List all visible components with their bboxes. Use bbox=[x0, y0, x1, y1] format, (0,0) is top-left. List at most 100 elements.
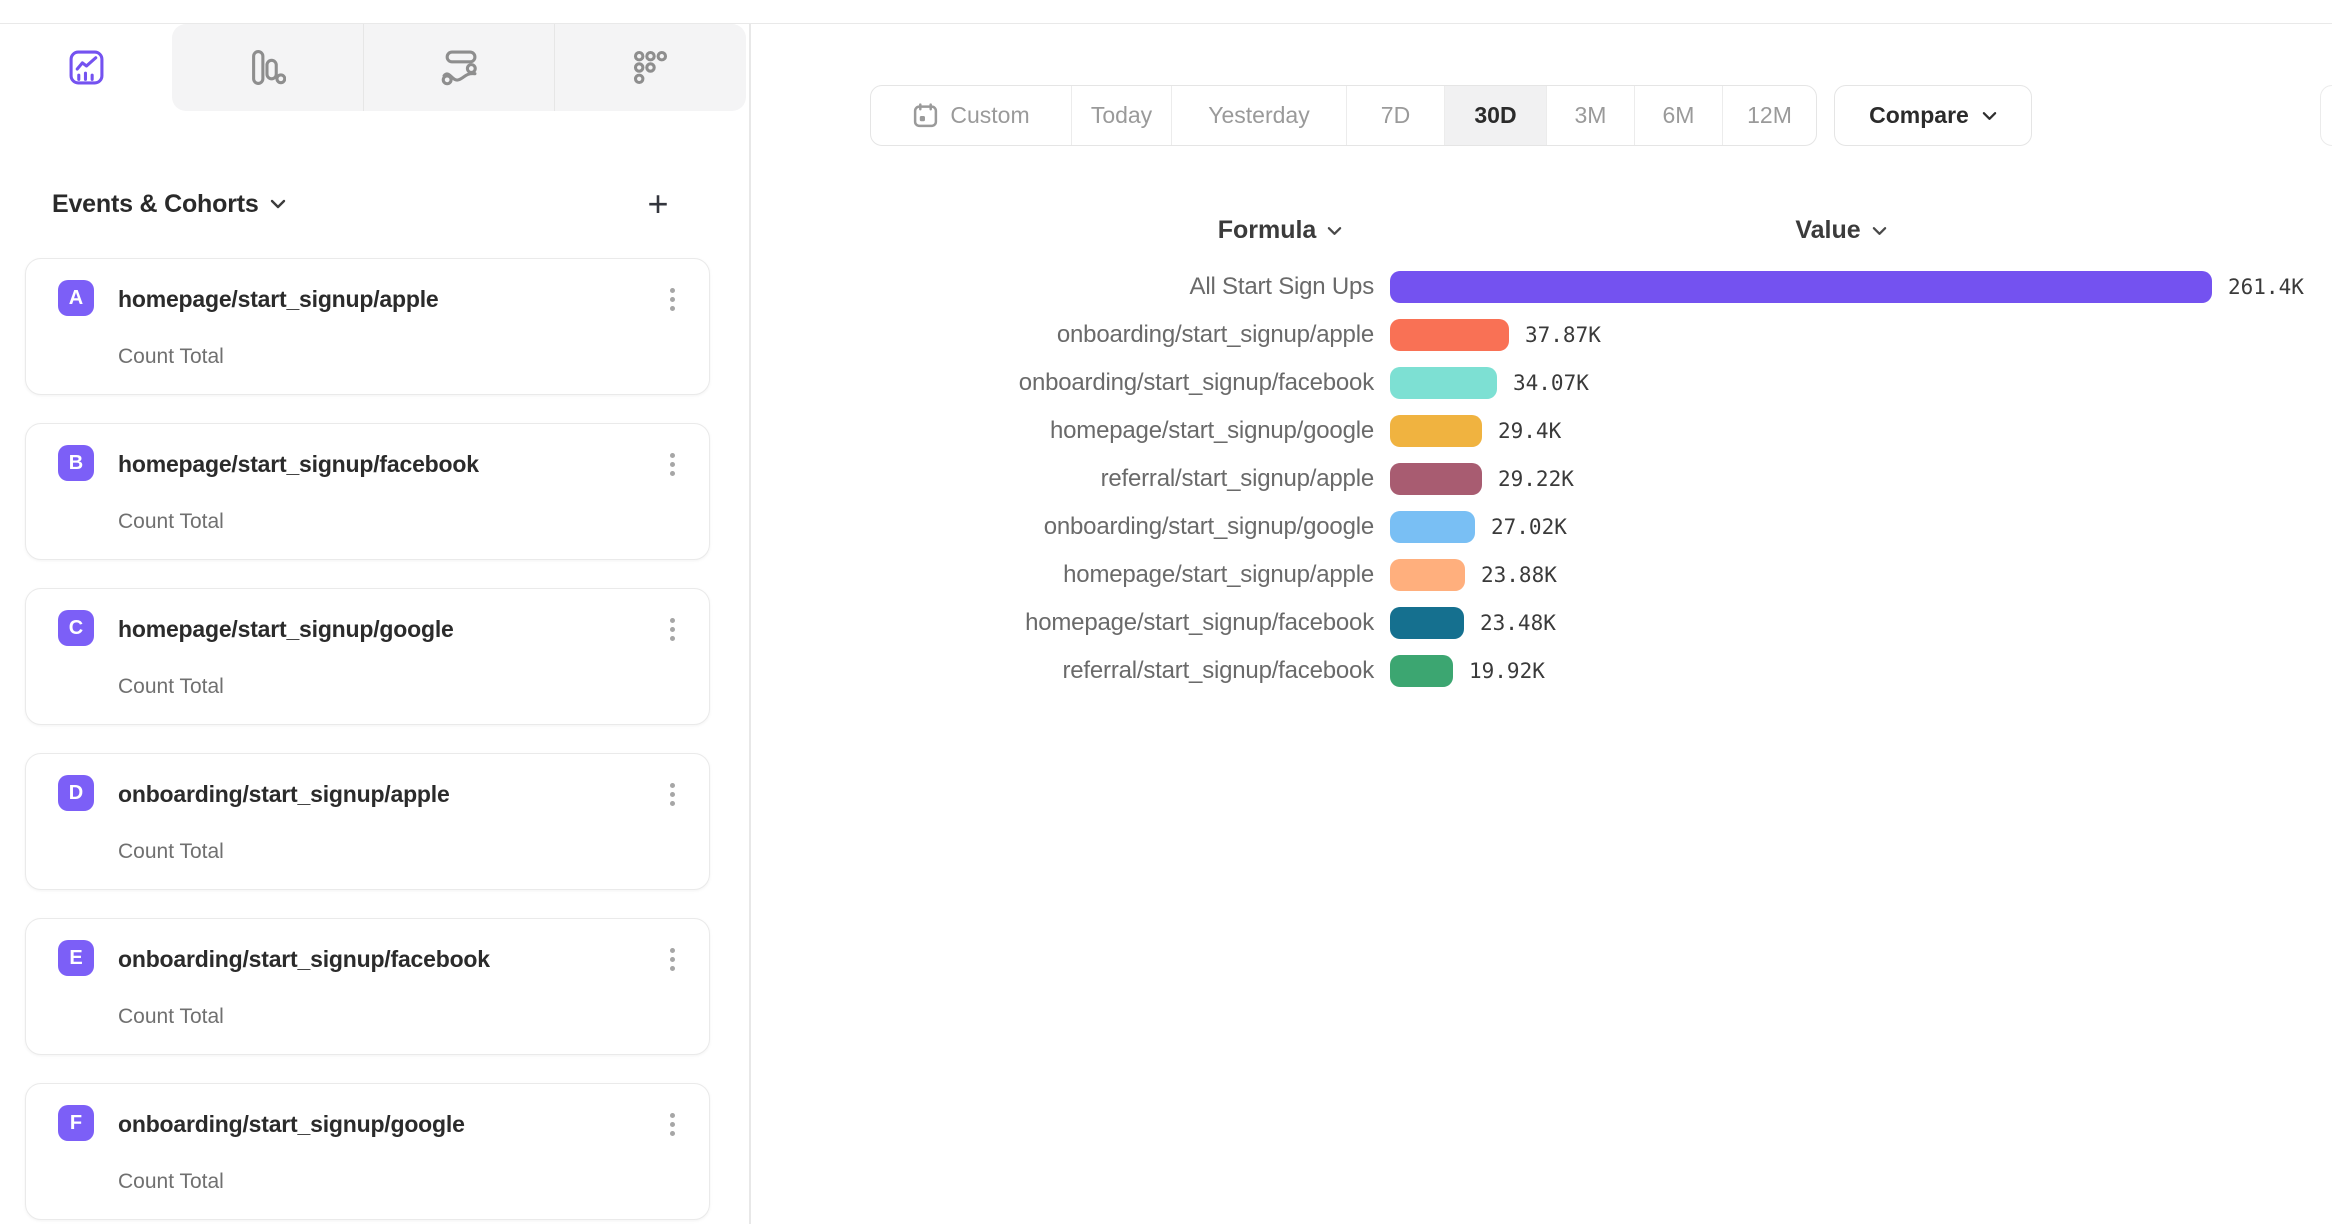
row-category-label: All Start Sign Ups bbox=[1189, 273, 1375, 300]
chart-row: referral/start_signup/facebook 19.92K bbox=[0, 655, 2332, 687]
row-value-label: 23.48K bbox=[1480, 611, 1556, 635]
partial-button-right-edge[interactable] bbox=[2320, 85, 2332, 146]
event-name: homepage/start_signup/facebook bbox=[118, 451, 479, 477]
chart-row: onboarding/start_signup/apple 37.87K bbox=[0, 319, 2332, 351]
event-letter-badge[interactable]: E bbox=[58, 940, 94, 976]
value-column-header[interactable]: Value bbox=[1681, 216, 2001, 245]
row-value-label: 29.4K bbox=[1498, 419, 1562, 443]
date-range-12m[interactable]: 12M bbox=[1722, 86, 1816, 145]
row-value-label: 29.22K bbox=[1498, 467, 1574, 491]
kebab-menu-icon[interactable] bbox=[668, 616, 677, 643]
event-name: homepage/start_signup/google bbox=[118, 616, 454, 642]
chart-row: onboarding/start_signup/facebook 34.07K bbox=[0, 367, 2332, 399]
calendar-icon bbox=[912, 102, 939, 129]
date-range-label: 7D bbox=[1380, 102, 1411, 128]
tab-retention[interactable] bbox=[554, 24, 746, 111]
date-range-label: 30D bbox=[1474, 102, 1517, 128]
event-letter-badge[interactable]: C bbox=[58, 610, 94, 646]
formula-column-header[interactable]: Formula bbox=[1120, 216, 1440, 245]
chart-row: onboarding/start_signup/google 27.02K bbox=[0, 511, 2332, 543]
formula-label: Formula bbox=[1217, 216, 1317, 244]
chevron-down-icon bbox=[1982, 111, 1997, 121]
row-value-label: 23.88K bbox=[1481, 563, 1557, 587]
chart-row: homepage/start_signup/facebook 23.48K bbox=[0, 607, 2332, 639]
date-range-custom[interactable]: Custom bbox=[871, 86, 1071, 145]
top-divider bbox=[0, 23, 2332, 24]
date-range-label: 12M bbox=[1747, 102, 1792, 128]
date-range-3m[interactable]: 3M bbox=[1546, 86, 1634, 145]
date-range-6m[interactable]: 6M bbox=[1634, 86, 1722, 145]
row-value-label: 19.92K bbox=[1469, 659, 1545, 683]
event-letter-badge[interactable]: F bbox=[58, 1105, 94, 1141]
sidebar-header: Events & Cohorts + bbox=[52, 182, 680, 226]
value-bar[interactable] bbox=[1390, 271, 2212, 303]
row-value-label: 261.4K bbox=[2228, 275, 2304, 299]
date-range-label: 6M bbox=[1662, 102, 1695, 128]
date-range-7d[interactable]: 7D bbox=[1346, 86, 1444, 145]
value-bar[interactable] bbox=[1390, 607, 1464, 639]
date-range-label: Yesterday bbox=[1208, 102, 1310, 128]
event-metric: Count Total bbox=[118, 345, 224, 368]
event-letter-badge[interactable]: D bbox=[58, 775, 94, 811]
add-event-button[interactable]: + bbox=[647, 183, 669, 224]
kebab-menu-icon[interactable] bbox=[668, 451, 677, 478]
flows-icon bbox=[441, 49, 478, 86]
sidebar-divider bbox=[749, 24, 751, 1224]
row-category-label: onboarding/start_signup/facebook bbox=[1018, 369, 1374, 396]
row-category-label: onboarding/start_signup/apple bbox=[1056, 321, 1374, 348]
row-category-label: referral/start_signup/facebook bbox=[1062, 657, 1374, 684]
tab-insights-active[interactable] bbox=[0, 24, 172, 111]
row-category-label: homepage/start_signup/facebook bbox=[1025, 609, 1374, 636]
date-range-30d[interactable]: 30D bbox=[1444, 86, 1546, 145]
compare-label: Compare bbox=[1869, 102, 1969, 128]
kebab-menu-icon[interactable] bbox=[668, 286, 677, 313]
row-category-label: referral/start_signup/apple bbox=[1100, 465, 1375, 492]
event-metric: Count Total bbox=[118, 675, 224, 698]
retention-grid-icon bbox=[632, 49, 669, 86]
chart-row: homepage/start_signup/google 29.4K bbox=[0, 415, 2332, 447]
chevron-down-icon bbox=[1327, 226, 1342, 236]
bar-chart-icon bbox=[249, 49, 286, 86]
event-letter-badge[interactable]: B bbox=[58, 445, 94, 481]
date-range-label: Custom bbox=[950, 102, 1030, 128]
value-bar[interactable] bbox=[1390, 415, 1482, 447]
event-letter-badge[interactable]: A bbox=[58, 280, 94, 316]
event-metric: Count Total bbox=[118, 1005, 224, 1028]
event-name: onboarding/start_signup/facebook bbox=[118, 946, 490, 972]
row-value-label: 37.87K bbox=[1525, 323, 1601, 347]
events-cohorts-dropdown[interactable]: Events & Cohorts bbox=[52, 190, 286, 219]
event-metric: Count Total bbox=[118, 840, 224, 863]
value-bar[interactable] bbox=[1390, 319, 1509, 351]
value-label: Value bbox=[1795, 216, 1861, 244]
tab-flows[interactable] bbox=[362, 24, 555, 111]
row-value-label: 27.02K bbox=[1491, 515, 1567, 539]
value-bar[interactable] bbox=[1390, 367, 1497, 399]
value-bar[interactable] bbox=[1390, 655, 1453, 687]
chart-row: homepage/start_signup/apple 23.88K bbox=[0, 559, 2332, 591]
date-range-label: 3M bbox=[1574, 102, 1607, 128]
chevron-down-icon bbox=[1872, 226, 1887, 236]
event-metric: Count Total bbox=[118, 510, 224, 533]
value-bar[interactable] bbox=[1390, 463, 1482, 495]
date-range-today[interactable]: Today bbox=[1071, 86, 1171, 145]
tab-bar-chart[interactable] bbox=[172, 24, 363, 111]
value-bar[interactable] bbox=[1390, 511, 1475, 543]
kebab-menu-icon[interactable] bbox=[668, 946, 677, 973]
chevron-down-icon bbox=[270, 199, 286, 209]
event-metric: Count Total bbox=[118, 1170, 224, 1193]
kebab-menu-icon[interactable] bbox=[668, 781, 677, 808]
event-name: onboarding/start_signup/google bbox=[118, 1111, 465, 1137]
kebab-menu-icon[interactable] bbox=[668, 1111, 677, 1138]
date-range-yesterday[interactable]: Yesterday bbox=[1171, 86, 1346, 145]
compare-button[interactable]: Compare bbox=[1834, 85, 2032, 146]
value-bar[interactable] bbox=[1390, 559, 1465, 591]
insights-line-chart-icon bbox=[68, 49, 105, 86]
bar-chart: All Start Sign Ups 261.4K onboarding/start… bbox=[0, 271, 2332, 703]
